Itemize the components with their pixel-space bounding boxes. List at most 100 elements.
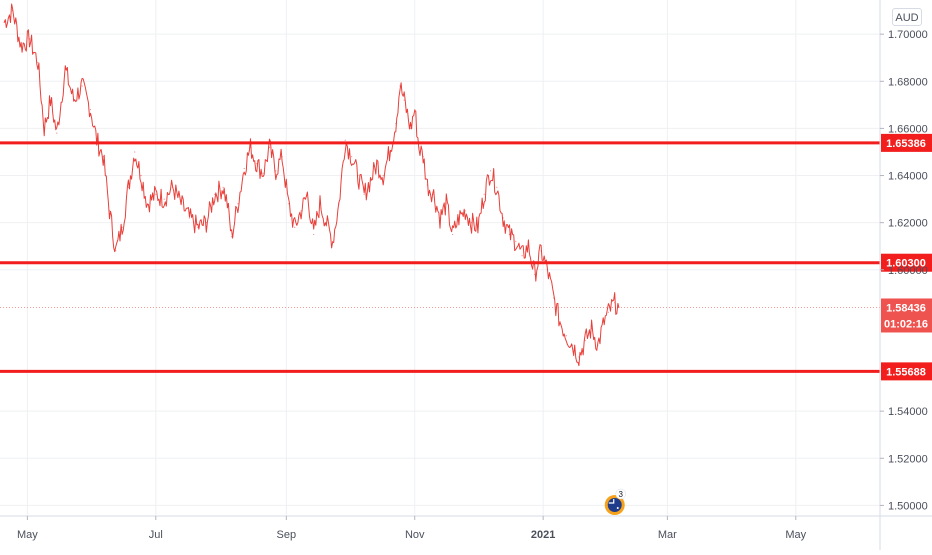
price-point xyxy=(325,222,327,224)
price-point xyxy=(470,222,473,224)
x-tick-label: May xyxy=(17,529,38,541)
countdown-label: 01:02:16 xyxy=(884,318,928,330)
price-point xyxy=(73,99,75,101)
level-price-label: 1.65386 xyxy=(886,138,926,150)
price-point xyxy=(89,108,92,111)
price-point xyxy=(489,170,492,172)
price-point xyxy=(281,156,283,158)
price-point xyxy=(363,193,365,195)
price-point xyxy=(134,151,136,153)
price-point xyxy=(338,203,340,205)
price-point xyxy=(382,174,384,177)
price-point xyxy=(222,186,224,188)
price-point xyxy=(262,172,264,174)
price-point xyxy=(350,156,353,158)
level-price-label: 1.55688 xyxy=(886,366,926,378)
price-point xyxy=(214,193,216,195)
current-price-label: 1.58436 xyxy=(886,302,926,314)
price-point xyxy=(344,139,346,141)
y-tick-label: 1.54000 xyxy=(888,406,928,418)
events-marker[interactable]: 3 xyxy=(604,488,626,515)
price-point xyxy=(121,226,123,228)
y-tick-label: 1.60000 xyxy=(888,265,928,277)
flag-union-mark xyxy=(608,499,615,504)
x-tick-label: Nov xyxy=(405,529,425,541)
price-point xyxy=(243,167,245,170)
price-point xyxy=(319,203,321,205)
price-point xyxy=(188,217,191,219)
price-point xyxy=(369,179,372,181)
price-point xyxy=(527,245,530,247)
price-point xyxy=(521,255,523,257)
price-point xyxy=(81,85,83,87)
price-point xyxy=(357,174,359,177)
x-tick-label: Mar xyxy=(658,529,677,541)
x-tick-label: Sep xyxy=(277,529,297,541)
price-point xyxy=(108,210,111,212)
price-point xyxy=(409,127,412,130)
y-tick-label: 1.70000 xyxy=(888,29,928,41)
price-point xyxy=(12,10,14,12)
price-point xyxy=(300,210,302,212)
price-point xyxy=(422,156,424,158)
y-tick-label: 1.50000 xyxy=(888,500,928,512)
price-point xyxy=(565,335,567,337)
level-label-bg xyxy=(881,362,932,381)
price-point xyxy=(37,61,39,64)
price-point xyxy=(376,163,378,165)
flag-star xyxy=(616,507,619,509)
australia-flag-event-icon xyxy=(607,498,622,512)
price-point xyxy=(294,226,296,228)
price-point xyxy=(64,68,66,71)
price-point xyxy=(433,193,435,195)
price-point xyxy=(268,146,271,148)
price-point xyxy=(502,217,504,219)
price-point xyxy=(313,233,315,236)
current-price-label-bg xyxy=(881,298,932,333)
price-point xyxy=(590,328,593,330)
level-label-bg xyxy=(881,133,932,152)
x-tick-label: 2021 xyxy=(531,529,555,541)
price-point xyxy=(43,127,45,130)
price-point xyxy=(20,45,22,47)
price-point xyxy=(464,210,466,212)
price-point xyxy=(197,226,199,228)
price-point xyxy=(140,174,142,177)
price-point xyxy=(180,203,182,205)
grid-layer xyxy=(0,0,880,516)
price-point xyxy=(559,321,561,323)
price-point xyxy=(306,193,308,195)
price-series-line xyxy=(3,3,620,367)
price-point xyxy=(607,311,610,313)
events-count-label: 3 xyxy=(619,490,624,499)
event-layer[interactable]: 3 xyxy=(604,488,626,515)
price-point xyxy=(102,156,104,158)
y-tick-label: 1.62000 xyxy=(888,218,928,230)
events-count-badge xyxy=(615,488,626,500)
currency-badge[interactable]: AUD xyxy=(892,8,922,26)
price-point xyxy=(226,203,228,205)
y-tick-label: 1.64000 xyxy=(888,171,928,183)
price-point xyxy=(553,297,555,299)
price-point xyxy=(205,222,207,224)
price-point xyxy=(399,85,401,87)
price-point xyxy=(426,184,428,186)
price-point xyxy=(496,186,498,188)
price-point xyxy=(237,203,239,205)
price-point xyxy=(28,38,31,40)
price-point xyxy=(614,302,616,304)
price-point xyxy=(540,250,542,252)
price-point xyxy=(452,233,454,236)
price-point xyxy=(483,193,485,195)
price-point xyxy=(3,21,5,23)
price-point xyxy=(603,321,605,323)
price-point xyxy=(287,203,290,205)
price-point xyxy=(127,186,130,188)
price-point xyxy=(155,193,157,195)
y-tick-label: 1.68000 xyxy=(888,76,928,88)
level-layer[interactable]: 1.65386 1.60300 1.55688 xyxy=(0,133,932,381)
price-point xyxy=(96,139,98,141)
